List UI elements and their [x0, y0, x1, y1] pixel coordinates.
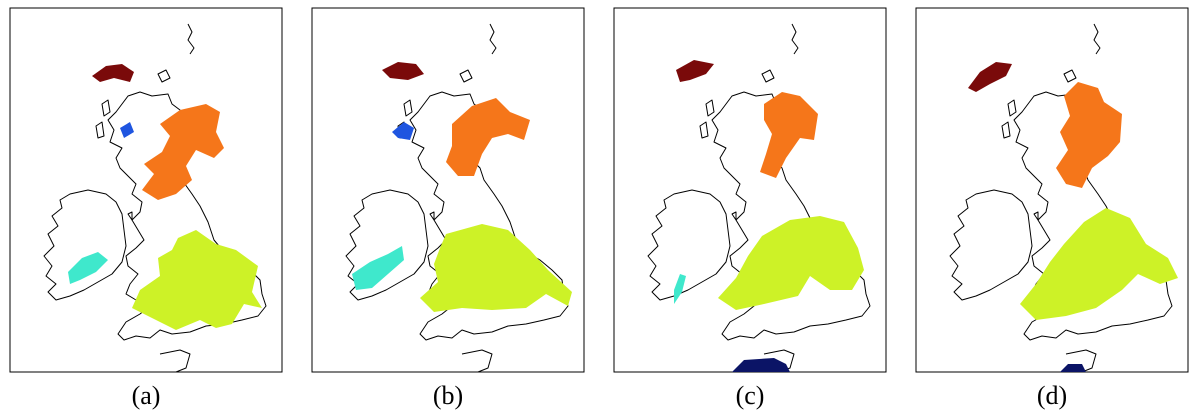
panel-label: (c) [736, 381, 765, 410]
region [676, 60, 714, 82]
map-panel [311, 7, 585, 373]
region [1060, 364, 1086, 372]
region [132, 230, 262, 330]
region [120, 122, 134, 138]
panel-label: (a) [132, 381, 161, 410]
region [392, 122, 414, 140]
map-frame [613, 7, 887, 373]
region [420, 224, 572, 312]
map-panel [915, 7, 1189, 373]
panel-label: (b) [433, 381, 463, 410]
coastline [345, 23, 569, 373]
map-panel [613, 7, 887, 373]
panel-label: (d) [1037, 381, 1067, 410]
region [1020, 208, 1178, 320]
region [674, 274, 686, 304]
region [732, 358, 790, 372]
map-frame [311, 7, 585, 373]
region [68, 252, 108, 284]
region [968, 62, 1012, 92]
region [760, 92, 818, 178]
map-panel [9, 7, 283, 373]
region [142, 104, 224, 200]
region [382, 62, 424, 80]
region [446, 98, 530, 176]
map-frame [915, 7, 1189, 373]
map-frame [9, 7, 283, 373]
region [92, 64, 134, 82]
region [1056, 82, 1122, 188]
region [352, 246, 404, 290]
region [718, 216, 864, 310]
